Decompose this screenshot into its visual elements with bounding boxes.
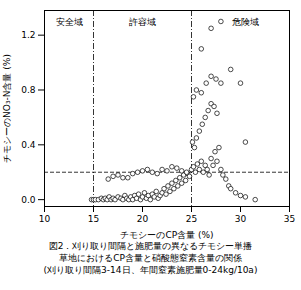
- html-text:草地におけるCP含量と硝酸態窒素含量の関係: 草地におけるCP含量と硝酸態窒素含量の関係: [59, 253, 242, 263]
- svg-text:30: 30: [235, 214, 247, 224]
- svg-text:20: 20: [137, 214, 149, 224]
- html-text:(刈り取り間隔3-14日、年間窒素施肥量0-24kg/10a: (刈り取り間隔3-14日、年間窒素施肥量0-24kg/10a): [43, 265, 258, 275]
- svg-text:チモシーのCP含量 (%): チモシーのCP含量 (%): [120, 230, 213, 240]
- svg-text:0.0: 0.0: [21, 195, 36, 205]
- svg-text:安全域: 安全域: [56, 17, 83, 27]
- svg-text:25: 25: [186, 214, 197, 224]
- svg-text:チモシーのNO₃-N含量 (%): チモシーのNO₃-N含量 (%): [2, 54, 12, 163]
- svg-text:15: 15: [88, 214, 99, 224]
- svg-text:35: 35: [284, 214, 295, 224]
- svg-text:1.2: 1.2: [21, 30, 35, 40]
- svg-text:危険域: 危険域: [232, 17, 259, 27]
- svg-text:0.8: 0.8: [21, 85, 36, 95]
- html-text:図2．刈り取り間隔と施肥量の異なるチモシー単播: 図2．刈り取り間隔と施肥量の異なるチモシー単播: [48, 241, 253, 251]
- svg-text:許容域: 許容域: [129, 17, 156, 27]
- svg-text:10: 10: [39, 214, 51, 224]
- svg-text:0.4: 0.4: [21, 140, 36, 150]
